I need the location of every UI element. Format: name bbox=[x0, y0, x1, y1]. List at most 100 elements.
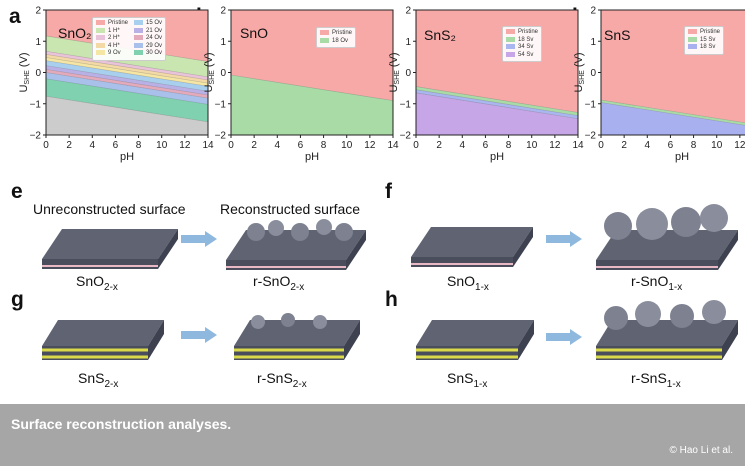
legend-swatch bbox=[96, 27, 105, 33]
y-axis-label: USHE (V) bbox=[388, 52, 401, 92]
legend-label: 15 Sv bbox=[700, 36, 716, 43]
label-e-left: SnO2-x bbox=[76, 273, 118, 293]
y-axis-label: USHE (V) bbox=[18, 52, 31, 92]
legend-label: 24 Ov bbox=[146, 35, 163, 42]
legend-label: 2 H* bbox=[108, 35, 120, 42]
x-tick-label: 0 bbox=[413, 140, 419, 151]
legend-item: 15 Sv bbox=[688, 36, 720, 45]
legend-item: 54 Sv bbox=[506, 51, 538, 60]
slab-sno-reconstructed bbox=[596, 204, 738, 270]
slab-sns2-reconstructed bbox=[234, 313, 360, 360]
x-tick-label: 10 bbox=[341, 140, 353, 151]
panel-letter-g: g bbox=[11, 288, 24, 311]
unreconstructed-title: Unreconstructed surface bbox=[33, 201, 186, 217]
x-tick-label: 8 bbox=[691, 140, 697, 151]
legend-item: 29 Ov bbox=[134, 42, 163, 51]
legend-swatch bbox=[96, 42, 105, 48]
legend-item: 1 H* bbox=[96, 27, 128, 36]
y-tick-label: 2 bbox=[220, 6, 226, 17]
y-tick-label: −1 bbox=[30, 99, 42, 110]
region-a-10 bbox=[46, 96, 208, 135]
x-tick-label: 10 bbox=[156, 140, 168, 151]
caption-bar: Surface reconstruction analyses. © Hao L… bbox=[0, 404, 745, 466]
x-tick-label: 14 bbox=[202, 140, 214, 151]
chart-title-sns2: SnS₂ bbox=[424, 27, 456, 43]
legend-label: Pristine bbox=[332, 30, 353, 37]
legend-swatch bbox=[320, 37, 329, 43]
legend-label: 21 Ov bbox=[146, 27, 163, 34]
y-axis-label: USHE (V) bbox=[203, 52, 216, 92]
legend-swatch bbox=[506, 36, 515, 42]
x-axis-label: pH bbox=[490, 151, 504, 163]
x-tick-label: 0 bbox=[43, 140, 49, 151]
y-tick-label: 0 bbox=[405, 68, 411, 79]
legend-label: Pristine bbox=[108, 20, 129, 27]
x-tick-label: 0 bbox=[228, 140, 234, 151]
slab-sns-unreconstructed bbox=[416, 320, 534, 360]
pourbaix-chart-sno: 0 2 4 6 8 10 12 14 −2 −1 0 1 2 pH USHE (V) bbox=[203, 6, 401, 170]
legend-label: 18 Ov bbox=[332, 37, 349, 44]
boundary-line-b-0 bbox=[230, 74, 394, 101]
y-tick-label: 1 bbox=[35, 37, 41, 48]
x-tick-label: 4 bbox=[460, 140, 466, 151]
boundary-line-c-0 bbox=[415, 86, 579, 113]
legend-swatch bbox=[96, 50, 105, 56]
y-tick-label: −1 bbox=[215, 99, 227, 110]
legend-label: 30 Ov bbox=[146, 50, 163, 57]
image-credit: © Hao Li et al. bbox=[669, 445, 733, 456]
y-tick-label: −2 bbox=[400, 131, 412, 142]
label-f-right: r-SnO1-x bbox=[631, 273, 683, 293]
y-tick-label: 1 bbox=[590, 37, 596, 48]
legend-label: Pristine bbox=[518, 29, 539, 36]
legend-swatch bbox=[688, 36, 697, 42]
x-tick-label: 2 bbox=[66, 140, 72, 151]
boundary-line-a-3 bbox=[45, 57, 209, 84]
x-tick-label: 6 bbox=[668, 140, 674, 151]
panel-letter-h: h bbox=[385, 288, 398, 311]
x-tick-label: 10 bbox=[526, 140, 538, 151]
region-a-6 bbox=[46, 65, 208, 95]
x-axis-label: pH bbox=[120, 151, 134, 163]
legend-swatch bbox=[134, 42, 144, 48]
chart-title-sno2: SnO₂ bbox=[58, 25, 92, 41]
x-tick-label: 2 bbox=[621, 140, 627, 151]
legend-label: 4 H* bbox=[108, 42, 120, 49]
region-c-1 bbox=[416, 86, 578, 116]
x-tick-label: 6 bbox=[113, 140, 119, 151]
slab-sns-reconstructed bbox=[596, 300, 738, 360]
boundary-line-d-0 bbox=[600, 99, 745, 124]
region-b-1 bbox=[231, 75, 393, 135]
x-tick-label: 14 bbox=[387, 140, 399, 151]
legend-item: 2 H* bbox=[96, 35, 128, 43]
region-a-7 bbox=[46, 69, 208, 99]
legend-swatch bbox=[506, 29, 515, 34]
x-axis-label: pH bbox=[675, 151, 689, 163]
region-a-5 bbox=[46, 60, 208, 92]
legend-swatch bbox=[134, 50, 144, 56]
boundary-line-a-8 bbox=[45, 78, 209, 105]
region-d-2 bbox=[601, 102, 745, 135]
legend-item: 21 Ov bbox=[134, 27, 163, 36]
x-tick-label: 2 bbox=[251, 140, 257, 151]
legend-swatch bbox=[96, 35, 105, 41]
legend-label: 29 Ov bbox=[146, 42, 163, 49]
legend-swatch bbox=[134, 35, 144, 41]
x-axis-label: pH bbox=[305, 151, 319, 163]
y-tick-label: 1 bbox=[220, 37, 226, 48]
x-tick-label: 6 bbox=[298, 140, 304, 151]
legend-label: 15 Ov bbox=[146, 20, 163, 27]
legend-item: Pristine bbox=[96, 20, 128, 28]
legend-swatch bbox=[96, 20, 105, 25]
x-tick-label: 8 bbox=[136, 140, 142, 151]
legend-item: 24 Ov bbox=[134, 35, 162, 43]
slab-sns2-unreconstructed bbox=[42, 320, 164, 360]
x-tick-label: 4 bbox=[645, 140, 651, 151]
legend-item: 30 Ov bbox=[134, 50, 162, 58]
slab-sno2-reconstructed bbox=[226, 219, 366, 270]
y-tick-label: −1 bbox=[585, 99, 597, 110]
legend-sns2: Pristine 18 Sv 34 Sv 54 Sv bbox=[502, 26, 543, 63]
arrow-g bbox=[181, 327, 217, 343]
label-f-left: SnO1-x bbox=[447, 273, 489, 293]
